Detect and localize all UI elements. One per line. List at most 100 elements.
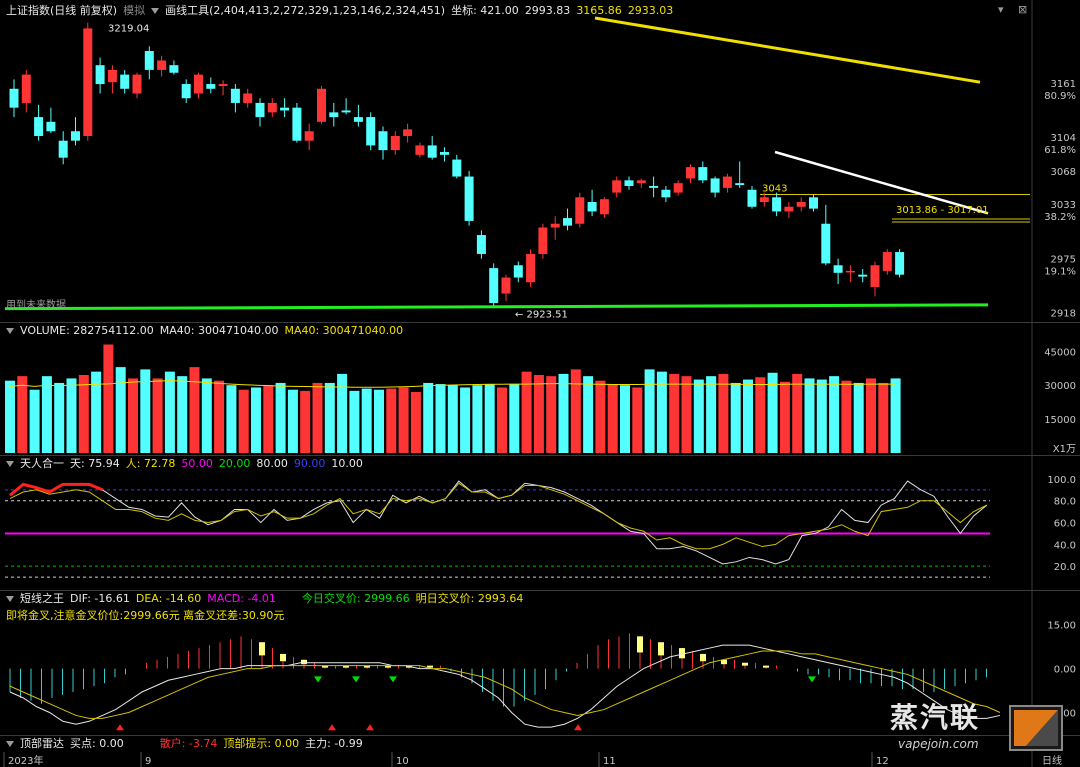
volume-bar [66,378,77,453]
candle-body [649,185,659,188]
price-value-2: 2933.03 [627,4,674,17]
minimize-icon[interactable]: ▾ [998,3,1004,16]
chevron-down-icon[interactable] [6,596,14,602]
mode-label[interactable]: (日线 前复权) [50,4,118,17]
index-name: 上证指数 [6,4,50,17]
chevron-down-icon[interactable] [6,741,14,747]
trend-line [774,150,989,215]
macd-highlight [364,665,370,668]
candle-body [169,65,179,73]
main-axis-tick: 80.9% [1044,91,1076,102]
tianren-line [9,482,988,550]
chevron-down-icon[interactable] [6,328,14,334]
candle-body [46,121,56,132]
volume-bar [779,381,790,453]
volume-bar [743,379,753,453]
volume-title: VOLUME: 282754112.00 [20,324,154,337]
panel-divider [0,590,1080,591]
watermark-logo-icon [1009,705,1063,751]
candle-body [353,117,363,122]
panel-divider [0,322,1080,323]
candle-body [95,65,105,85]
candle-body [34,117,44,136]
macd-highlight [385,665,391,668]
volume-bar [447,385,458,453]
volume-bar [275,382,286,453]
macd-highlight [700,653,706,662]
candle-body [403,129,413,136]
candle-body [71,131,80,141]
volume-bar [804,378,815,453]
candle-body [366,117,376,146]
volume-bar [644,369,655,453]
volume-bar [103,344,114,453]
bottom-header: 顶部雷达 买点: 0.00 散户: -3.74 顶部提示: 0.00 主力: -0.99 [6,736,369,752]
bottom-top: 顶部提示: 0.00 [223,737,300,750]
draw-params: (2,404,413,2,272,329,1,23,146,2,324,451) [209,4,446,17]
tianren-axis-tick: 80.0 [1054,497,1076,508]
volume-bar [767,372,778,453]
watermark-url: vapejoin.com [898,737,979,751]
tianren-axis-tick: 20.0 [1054,562,1076,573]
signal-arrow-icon [808,676,816,683]
macd-today: 今日交叉价: 2999.66 [301,592,410,605]
candle-body [673,183,683,193]
macd-highlight [742,662,748,666]
tianren-p20: 20.00 [218,457,251,470]
volume-bar [324,382,335,453]
main-axis-tick: 3104 [1051,133,1076,144]
macd-name: 短线之王 [20,592,64,605]
chevron-down-icon[interactable] [151,8,160,14]
volume-bar [374,389,384,453]
candle-body [440,152,449,155]
bottom-name: 顶部雷达 [20,737,64,750]
macd-highlight [658,642,664,656]
main-axis-tick: 3033 [1051,200,1076,211]
volume-bar [410,391,421,453]
main-axis-tick: 2918 [1051,308,1076,319]
macd-macd: MACD: -4.01 [207,592,276,605]
candle-body [821,223,831,264]
candle-body [218,84,228,86]
price-value-1: 3165.86 [576,4,622,17]
candle-body [526,253,536,283]
close-icon[interactable]: ⊠ [1018,3,1028,16]
volume-bar [54,382,65,453]
candle-body [132,74,142,94]
candle-body [636,180,646,184]
chevron-down-icon[interactable] [6,461,14,467]
candle-body [9,88,19,108]
volume-bar [128,378,138,453]
candle-body [390,135,400,151]
tianren-header: 天人合一 天: 75.94 人: 72.78 50.00 20.00 80.00 90.00… [6,456,369,472]
volume-bar [546,376,557,453]
dea-line [9,650,1001,719]
sim-label[interactable]: 模拟 [123,4,146,17]
tianren-p10: 10.00 [331,457,363,470]
macd-highlight [763,665,769,668]
candle-body [267,102,277,113]
macd-header: 短线之王 DIF: -16.61 DEA: -14.60 MACD: -4.01 今日交… [6,591,529,607]
date-label: 9 [145,756,151,767]
volume-bar [583,376,594,453]
tianren-p50: 50.00 [181,457,213,470]
draw-tool-label[interactable]: 画线工具 [165,4,210,17]
main-axis-tick: 19.1% [1044,267,1076,278]
date-label: 10 [396,756,409,767]
main-axis-tick: 38.2% [1044,212,1076,223]
candle-body [107,69,117,83]
tianren-axis-tick: 40.0 [1054,540,1076,551]
macd-tomorrow: 明日交叉价: 2993.64 [415,592,524,605]
volume-bar [693,379,704,453]
volume-bar [472,385,483,453]
tianren-line [9,480,988,565]
volume-axis-tick: 45000 [1044,347,1076,358]
volume-bar [878,382,889,453]
candle-body [341,110,351,113]
candle-body [661,189,671,198]
volume-bar [214,380,225,453]
tianren-ren: 人: 72.78 [125,457,176,470]
coord-value: 2993.83 [524,4,571,17]
candle-body [747,189,757,207]
